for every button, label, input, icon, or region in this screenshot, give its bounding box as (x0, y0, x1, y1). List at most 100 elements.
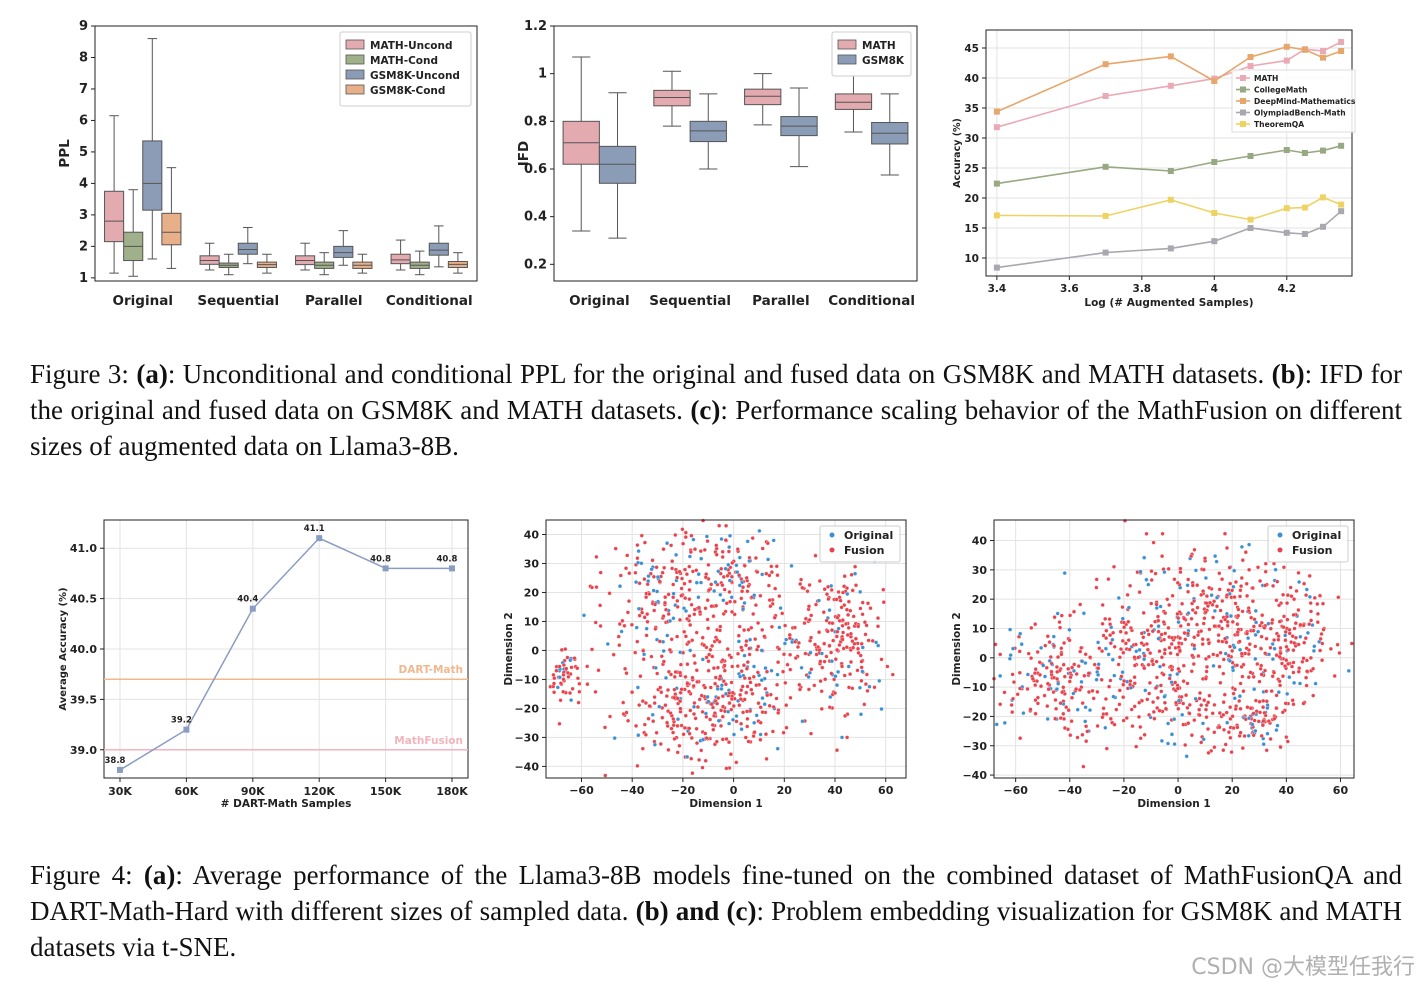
y-tick-label: 30 (972, 564, 988, 577)
fusion-point (837, 642, 842, 648)
fusion-point (1154, 602, 1159, 607)
legend-marker (1240, 86, 1246, 93)
fusion-point (690, 675, 695, 680)
legend-marker (829, 547, 835, 553)
fusion-point (1139, 641, 1144, 646)
fusion-point (1336, 595, 1341, 600)
fusion-point (718, 624, 723, 629)
fusion-point (1066, 708, 1071, 713)
original-point (829, 583, 834, 588)
fusion-point (721, 679, 726, 684)
fusion-point (1159, 655, 1164, 660)
fusion-point (752, 730, 757, 735)
fusion-point (1100, 602, 1105, 608)
fusion-point (799, 577, 804, 582)
fusion-point (865, 601, 871, 606)
fusion-point (1151, 540, 1156, 545)
fusion-point (1120, 638, 1125, 643)
fusion-point (760, 710, 765, 715)
original-point (777, 625, 782, 630)
fusion-point (1288, 585, 1293, 590)
original-point (1232, 696, 1237, 701)
fusion-point (739, 596, 744, 601)
original-point (671, 591, 676, 596)
fusion-point (746, 739, 751, 744)
fusion-point (596, 668, 601, 673)
fusion-point (678, 670, 683, 675)
fusion-point (1248, 670, 1253, 675)
fusion-point (1311, 693, 1316, 698)
fusion-point (1232, 687, 1238, 692)
original-point (1055, 611, 1060, 616)
fusion-point (688, 622, 693, 628)
fusion-point (1202, 698, 1207, 703)
fusion-point (769, 624, 774, 629)
fusion-point (1094, 585, 1099, 590)
fusion-point (1112, 722, 1117, 727)
original-point (1239, 544, 1244, 549)
fusion-point (1132, 681, 1137, 686)
fusion-point (1002, 690, 1007, 695)
fusion-point (1298, 622, 1303, 627)
fusion-point (1155, 695, 1160, 700)
fusion-point (692, 653, 697, 658)
fusion-point (1281, 614, 1287, 619)
fusion-point (745, 589, 750, 594)
axes-frame (103, 519, 469, 779)
original-point (1176, 620, 1181, 625)
legend-label: Original (844, 529, 893, 542)
fusion-point (742, 628, 747, 633)
y-tick-label: 4 (79, 176, 88, 191)
axes-frame (553, 25, 918, 282)
fusion-point (846, 612, 851, 617)
fusion-point (1284, 735, 1289, 740)
fusion-point (1270, 617, 1275, 622)
fusion-point (772, 615, 777, 620)
original-point (782, 641, 787, 646)
fusion-point (1186, 622, 1191, 627)
fusion-point (735, 651, 741, 656)
fusion-point (1059, 646, 1064, 651)
fusion-point (1134, 744, 1139, 749)
fusion-point (683, 634, 688, 639)
fusion-point (1337, 650, 1342, 656)
fusion-point (1084, 724, 1089, 729)
fusion-point (1169, 667, 1175, 672)
fusion-point (634, 723, 639, 728)
fusion-point (1238, 730, 1243, 735)
fusion-point (720, 704, 726, 709)
fusion-point (834, 597, 839, 602)
fusion-point (685, 662, 690, 667)
fusion-point (561, 672, 566, 677)
fusion-point (853, 564, 858, 569)
fusion-point (705, 617, 710, 622)
data-point (1320, 48, 1327, 54)
fusion-point (725, 646, 730, 652)
original-point (651, 588, 656, 593)
original-point (657, 704, 662, 709)
original-point (760, 572, 765, 577)
fusion-point (781, 669, 786, 674)
fusion-point (1240, 746, 1245, 751)
fusion-point (1107, 684, 1112, 689)
fusion-point (685, 681, 690, 686)
original-point (734, 563, 739, 568)
original-point (1184, 754, 1189, 759)
data-point (1283, 229, 1290, 236)
series-line (119, 537, 452, 771)
fusion-point (1163, 706, 1168, 711)
fusion-point (1117, 702, 1122, 707)
fusion-point (687, 597, 692, 602)
original-point (876, 643, 881, 648)
fusion-point (1261, 698, 1266, 703)
fusion-point (1296, 570, 1301, 575)
fusion-point (1118, 629, 1123, 634)
fusion-point (746, 627, 751, 632)
original-point (1154, 605, 1159, 611)
fusion-point (1237, 639, 1242, 644)
original-point (1346, 668, 1351, 673)
fusion-point (704, 655, 709, 660)
fusion-point (777, 594, 782, 599)
fusion-point (1172, 577, 1177, 582)
fusion-point (879, 657, 884, 662)
